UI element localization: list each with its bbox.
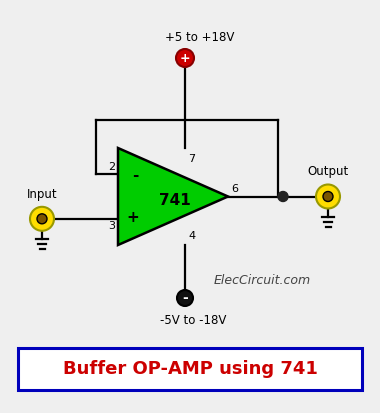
Text: 741: 741: [159, 193, 191, 208]
Text: Buffer OP-AMP using 741: Buffer OP-AMP using 741: [63, 360, 317, 378]
Circle shape: [323, 192, 333, 202]
Text: -5V to -18V: -5V to -18V: [160, 314, 226, 327]
Circle shape: [278, 192, 288, 202]
Text: +5 to +18V: +5 to +18V: [165, 31, 235, 44]
Text: 2: 2: [108, 162, 115, 172]
Circle shape: [177, 290, 193, 306]
Text: ElecCircuit.com: ElecCircuit.com: [214, 273, 310, 287]
Text: Output: Output: [307, 166, 348, 178]
Text: Input: Input: [27, 188, 57, 201]
Text: 3: 3: [108, 221, 115, 231]
Text: 6: 6: [231, 185, 238, 195]
Text: 4: 4: [188, 231, 195, 241]
Text: -: -: [132, 168, 138, 183]
Circle shape: [176, 49, 194, 67]
Text: 7: 7: [188, 154, 195, 164]
Circle shape: [316, 185, 340, 209]
Text: +: +: [127, 210, 139, 225]
FancyBboxPatch shape: [18, 348, 362, 390]
Text: -: -: [182, 291, 188, 305]
Circle shape: [37, 214, 47, 224]
Polygon shape: [118, 148, 228, 245]
Text: +: +: [180, 52, 190, 64]
Circle shape: [30, 207, 54, 231]
